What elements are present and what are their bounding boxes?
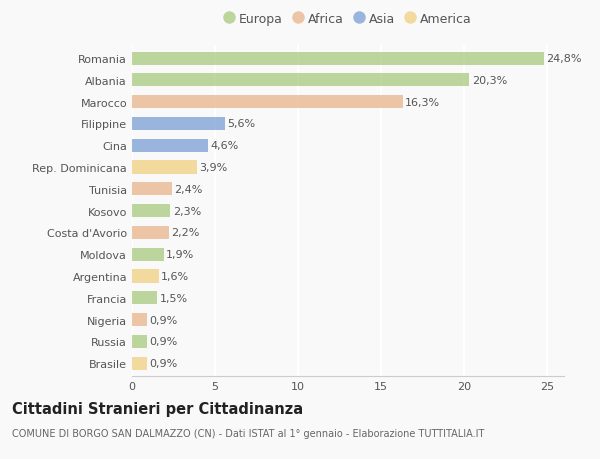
- Bar: [132, 270, 158, 283]
- Bar: [132, 161, 197, 174]
- Bar: [132, 118, 225, 131]
- Text: 1,6%: 1,6%: [161, 271, 189, 281]
- Bar: [132, 291, 157, 305]
- Bar: [132, 140, 208, 152]
- Text: 16,3%: 16,3%: [406, 97, 440, 107]
- Bar: [132, 313, 147, 326]
- Text: 2,4%: 2,4%: [175, 185, 203, 195]
- Text: 24,8%: 24,8%: [547, 54, 582, 64]
- Bar: [132, 335, 147, 348]
- Text: 1,5%: 1,5%: [160, 293, 188, 303]
- Bar: [132, 74, 469, 87]
- Text: 2,2%: 2,2%: [171, 228, 199, 238]
- Text: 1,9%: 1,9%: [166, 250, 194, 260]
- Text: 5,6%: 5,6%: [227, 119, 256, 129]
- Text: 0,9%: 0,9%: [149, 358, 178, 368]
- Legend: Europa, Africa, Asia, America: Europa, Africa, Asia, America: [224, 12, 472, 25]
- Text: 4,6%: 4,6%: [211, 141, 239, 151]
- Bar: [132, 357, 147, 370]
- Text: 3,9%: 3,9%: [199, 162, 227, 173]
- Bar: [132, 248, 164, 261]
- Bar: [132, 226, 169, 240]
- Bar: [132, 205, 170, 218]
- Text: 0,9%: 0,9%: [149, 336, 178, 347]
- Bar: [132, 183, 172, 196]
- Text: COMUNE DI BORGO SAN DALMAZZO (CN) - Dati ISTAT al 1° gennaio - Elaborazione TUTT: COMUNE DI BORGO SAN DALMAZZO (CN) - Dati…: [12, 428, 484, 438]
- Bar: [132, 96, 403, 109]
- Bar: [132, 52, 544, 66]
- Text: 20,3%: 20,3%: [472, 76, 507, 86]
- Text: Cittadini Stranieri per Cittadinanza: Cittadini Stranieri per Cittadinanza: [12, 402, 303, 417]
- Text: 0,9%: 0,9%: [149, 315, 178, 325]
- Text: 2,3%: 2,3%: [173, 206, 201, 216]
